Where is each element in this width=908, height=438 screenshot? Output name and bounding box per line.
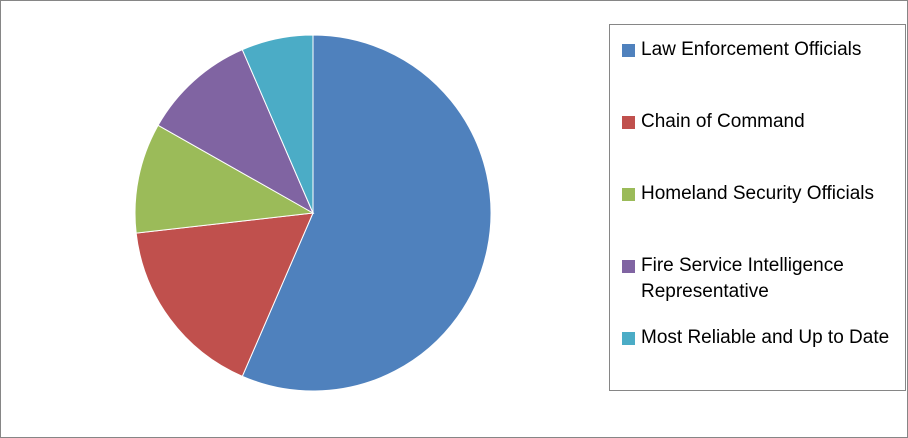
legend-item: Fire Service Intelligence Representative — [622, 253, 902, 325]
pie-slice — [134, 124, 315, 234]
legend-label: Fire Service Intelligence Representative — [641, 255, 844, 302]
legend-item: Most Reliable and Up to Date — [622, 325, 902, 397]
pie-slice — [157, 48, 315, 215]
legend-swatch — [622, 188, 635, 201]
pie-slice — [241, 34, 492, 392]
legend-swatch — [622, 260, 635, 273]
legend-swatch — [622, 332, 635, 345]
legend-item: Law Enforcement Officials — [622, 37, 902, 109]
legend-swatch — [622, 116, 635, 129]
pie-slice — [135, 212, 314, 378]
legend-label: Chain of Command — [641, 111, 805, 132]
legend-label: Most Reliable and Up to Date — [641, 327, 890, 348]
legend-label: Homeland Security Officials — [641, 183, 875, 204]
pie-slice — [241, 34, 314, 214]
legend-item: Chain of Command — [622, 109, 902, 181]
legend-item: Homeland Security Officials — [622, 181, 902, 253]
legend-swatch — [622, 44, 635, 57]
legend-label: Law Enforcement Officials — [641, 39, 862, 60]
legend: Law Enforcement Officials Chain of Comman… — [609, 24, 906, 391]
